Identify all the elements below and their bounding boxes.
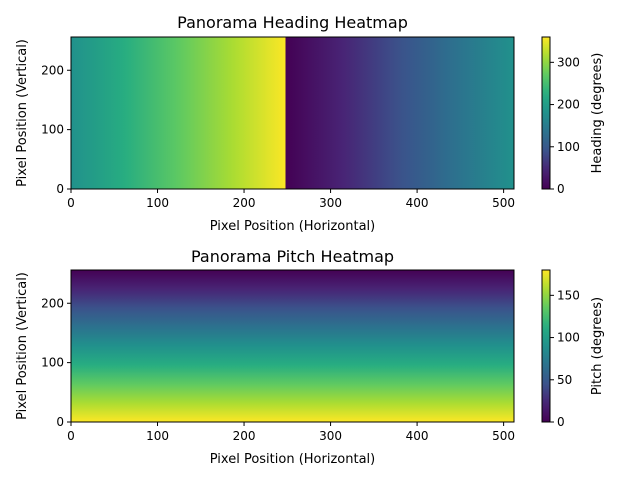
heading-colorbar-tick-label: 300 [557,55,580,69]
pitch-chart-title: Panorama Pitch Heatmap [191,247,394,266]
pitch-colorbar-tick-label: 0 [557,415,565,429]
heading-y-axis: 0 100 200 [41,63,71,196]
pitch-y-axis-label: Pixel Position (Vertical) [15,272,30,420]
heading-panel: Panorama Heading Heatmap 0 100 200 300 400 50… [15,13,605,234]
heading-colorbar-tick-label: 0 [557,182,565,196]
heading-x-tick-label: 300 [319,196,342,210]
pitch-x-tick-label: 400 [406,429,429,443]
heading-colorbar [542,37,550,189]
pitch-colorbar-label: Pitch (degrees) [590,297,605,395]
heading-x-tick-label: 400 [406,196,429,210]
pitch-y-tick-label: 100 [41,356,64,370]
heading-x-axis-label: Pixel Position (Horizontal) [210,219,375,234]
pitch-colorbar-tick-label: 100 [557,331,580,345]
heading-heatmap-image [71,37,514,189]
heading-colorbar-frame [541,36,551,190]
heading-x-tick-label: 200 [233,196,256,210]
heading-x-tick-label: 500 [492,196,515,210]
pitch-colorbar-tick-label: 50 [557,373,572,387]
pitch-plot-frame [70,269,515,423]
pitch-x-tick-label: 500 [492,429,515,443]
pitch-y-tick-label: 0 [56,415,64,429]
heading-colorbar-tick-label: 100 [557,140,580,154]
pitch-x-tick-label: 0 [67,429,75,443]
pitch-heatmap-image [71,270,514,422]
heading-x-tick-label: 0 [67,196,75,210]
heading-y-tick-label: 0 [56,182,64,196]
pitch-y-axis: 0 100 200 [41,296,71,429]
heading-x-tick-label: 100 [146,196,169,210]
heading-colorbar-axis: 0 100 200 300 [550,55,580,196]
heading-colorbar-label: Heading (degrees) [590,53,605,174]
pitch-panel: Panorama Pitch Heatmap 0 100 200 300 400 500 … [15,247,605,467]
heading-y-axis-label: Pixel Position (Vertical) [15,39,30,187]
pitch-colorbar [542,270,550,422]
pitch-x-axis-label: Pixel Position (Horizontal) [210,452,375,467]
heading-plot-frame [70,36,515,190]
heading-x-axis: 0 100 200 300 400 500 [67,189,515,210]
pitch-colorbar-frame [541,269,551,423]
pitch-y-tick-label: 200 [41,296,64,310]
heading-y-tick-label: 100 [41,123,64,137]
pitch-x-tick-label: 300 [319,429,342,443]
pitch-colorbar-axis: 0 50 100 150 [550,288,580,429]
pitch-colorbar-tick-label: 150 [557,288,580,302]
heading-colorbar-tick-label: 200 [557,98,580,112]
pitch-x-tick-label: 100 [146,429,169,443]
pitch-x-tick-label: 200 [233,429,256,443]
pitch-x-axis: 0 100 200 300 400 500 [67,422,515,443]
heading-chart-title: Panorama Heading Heatmap [177,13,408,32]
heading-y-tick-label: 200 [41,63,64,77]
